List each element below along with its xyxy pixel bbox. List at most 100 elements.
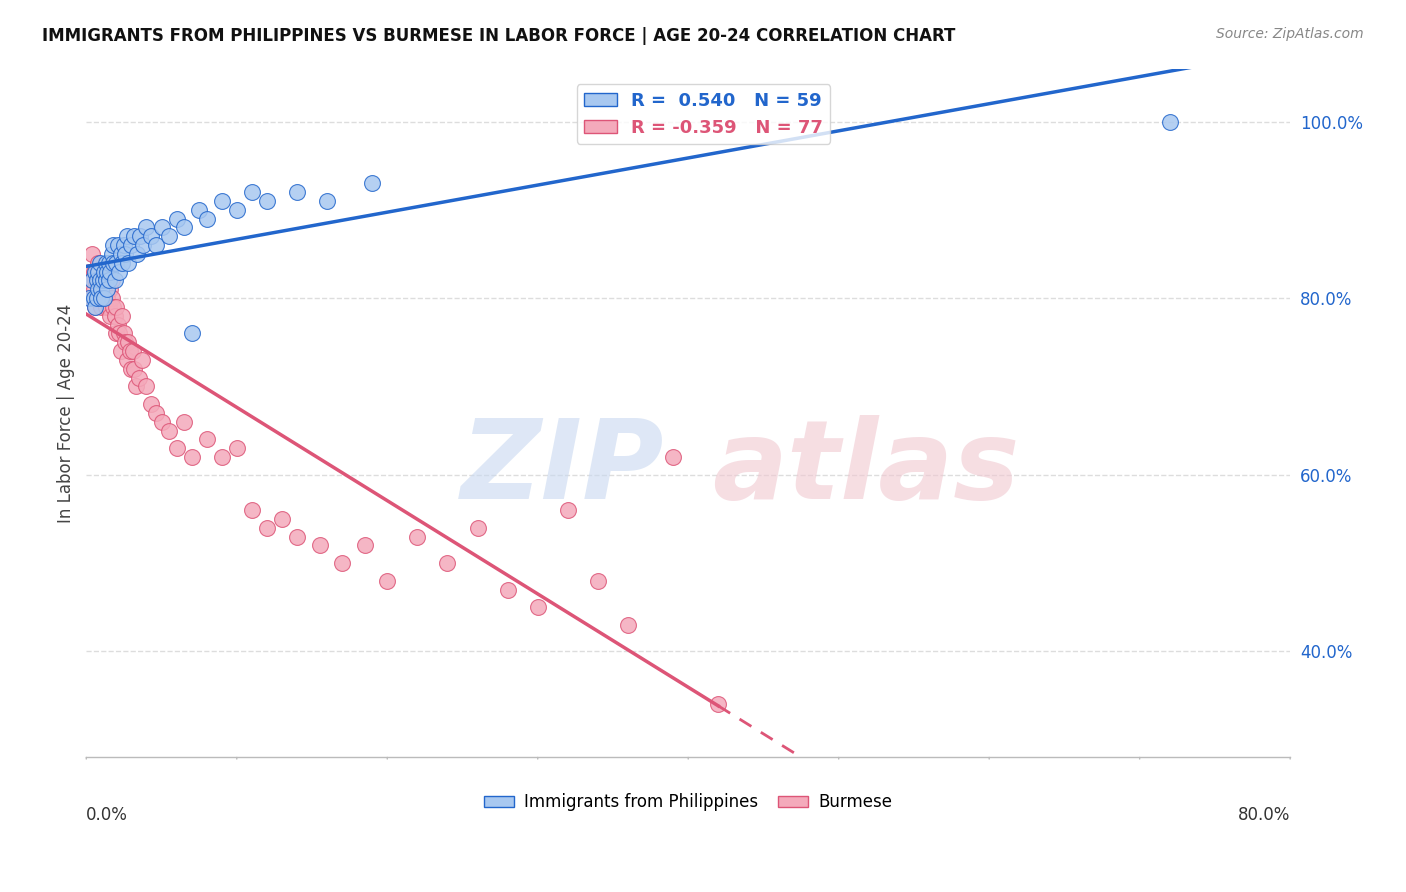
Point <box>110 344 132 359</box>
Point <box>557 503 579 517</box>
Point <box>1159 114 1181 128</box>
Point <box>195 211 218 226</box>
Point <box>84 273 107 287</box>
Point <box>124 361 146 376</box>
Point <box>104 309 127 323</box>
Text: atlas: atlas <box>713 415 1019 522</box>
Point <box>105 256 128 270</box>
Point <box>115 229 138 244</box>
Point <box>120 238 142 252</box>
Point <box>195 433 218 447</box>
Point <box>225 202 247 217</box>
Point <box>89 256 111 270</box>
Point <box>103 256 125 270</box>
Point <box>617 618 640 632</box>
Point <box>79 291 101 305</box>
Point <box>132 238 155 252</box>
Point <box>139 397 162 411</box>
Point <box>97 300 120 314</box>
Point <box>285 185 308 199</box>
Point <box>103 300 125 314</box>
Point <box>98 265 121 279</box>
Point <box>83 282 105 296</box>
Point <box>101 291 124 305</box>
Point <box>93 265 115 279</box>
Point <box>129 229 152 244</box>
Point <box>89 273 111 287</box>
Point <box>211 194 233 208</box>
Point <box>111 256 134 270</box>
Point <box>180 326 202 341</box>
Point <box>150 415 173 429</box>
Point <box>94 273 117 287</box>
Point <box>330 556 353 570</box>
Point <box>114 335 136 350</box>
Point <box>97 273 120 287</box>
Point <box>526 600 548 615</box>
Point <box>105 326 128 341</box>
Point <box>91 291 114 305</box>
Point <box>131 353 153 368</box>
Point <box>115 353 138 368</box>
Point <box>240 503 263 517</box>
Point <box>87 282 110 296</box>
Point <box>82 273 104 287</box>
Point <box>84 300 107 314</box>
Point <box>97 256 120 270</box>
Point <box>125 379 148 393</box>
Point <box>80 291 103 305</box>
Point <box>93 291 115 305</box>
Point <box>87 273 110 287</box>
Point <box>84 300 107 314</box>
Point <box>124 229 146 244</box>
Point <box>361 177 384 191</box>
Point <box>101 247 124 261</box>
Point <box>211 450 233 464</box>
Point <box>166 211 188 226</box>
Point <box>87 256 110 270</box>
Point <box>111 309 134 323</box>
Point <box>103 238 125 252</box>
Point <box>127 247 149 261</box>
Point <box>256 521 278 535</box>
Point <box>128 370 150 384</box>
Point <box>86 265 108 279</box>
Point <box>117 335 139 350</box>
Point <box>87 265 110 279</box>
Text: Source: ZipAtlas.com: Source: ZipAtlas.com <box>1216 27 1364 41</box>
Point <box>173 220 195 235</box>
Point <box>83 291 105 305</box>
Point <box>107 318 129 332</box>
Point <box>180 450 202 464</box>
Point <box>157 424 180 438</box>
Point <box>82 273 104 287</box>
Point <box>108 326 131 341</box>
Point <box>145 406 167 420</box>
Point <box>145 238 167 252</box>
Point <box>256 194 278 208</box>
Point <box>120 361 142 376</box>
Text: 0.0%: 0.0% <box>86 805 128 823</box>
Point <box>496 582 519 597</box>
Point <box>285 530 308 544</box>
Point <box>91 273 114 287</box>
Point <box>83 265 105 279</box>
Point <box>94 273 117 287</box>
Point <box>94 300 117 314</box>
Point <box>240 185 263 199</box>
Point <box>108 265 131 279</box>
Point <box>225 442 247 456</box>
Point <box>94 256 117 270</box>
Point <box>89 265 111 279</box>
Point <box>93 265 115 279</box>
Point <box>79 265 101 279</box>
Point <box>353 538 375 552</box>
Text: 80.0%: 80.0% <box>1237 805 1291 823</box>
Point <box>271 512 294 526</box>
Point <box>91 273 114 287</box>
Point <box>107 238 129 252</box>
Point <box>96 291 118 305</box>
Point <box>135 379 157 393</box>
Point <box>104 273 127 287</box>
Point <box>112 238 135 252</box>
